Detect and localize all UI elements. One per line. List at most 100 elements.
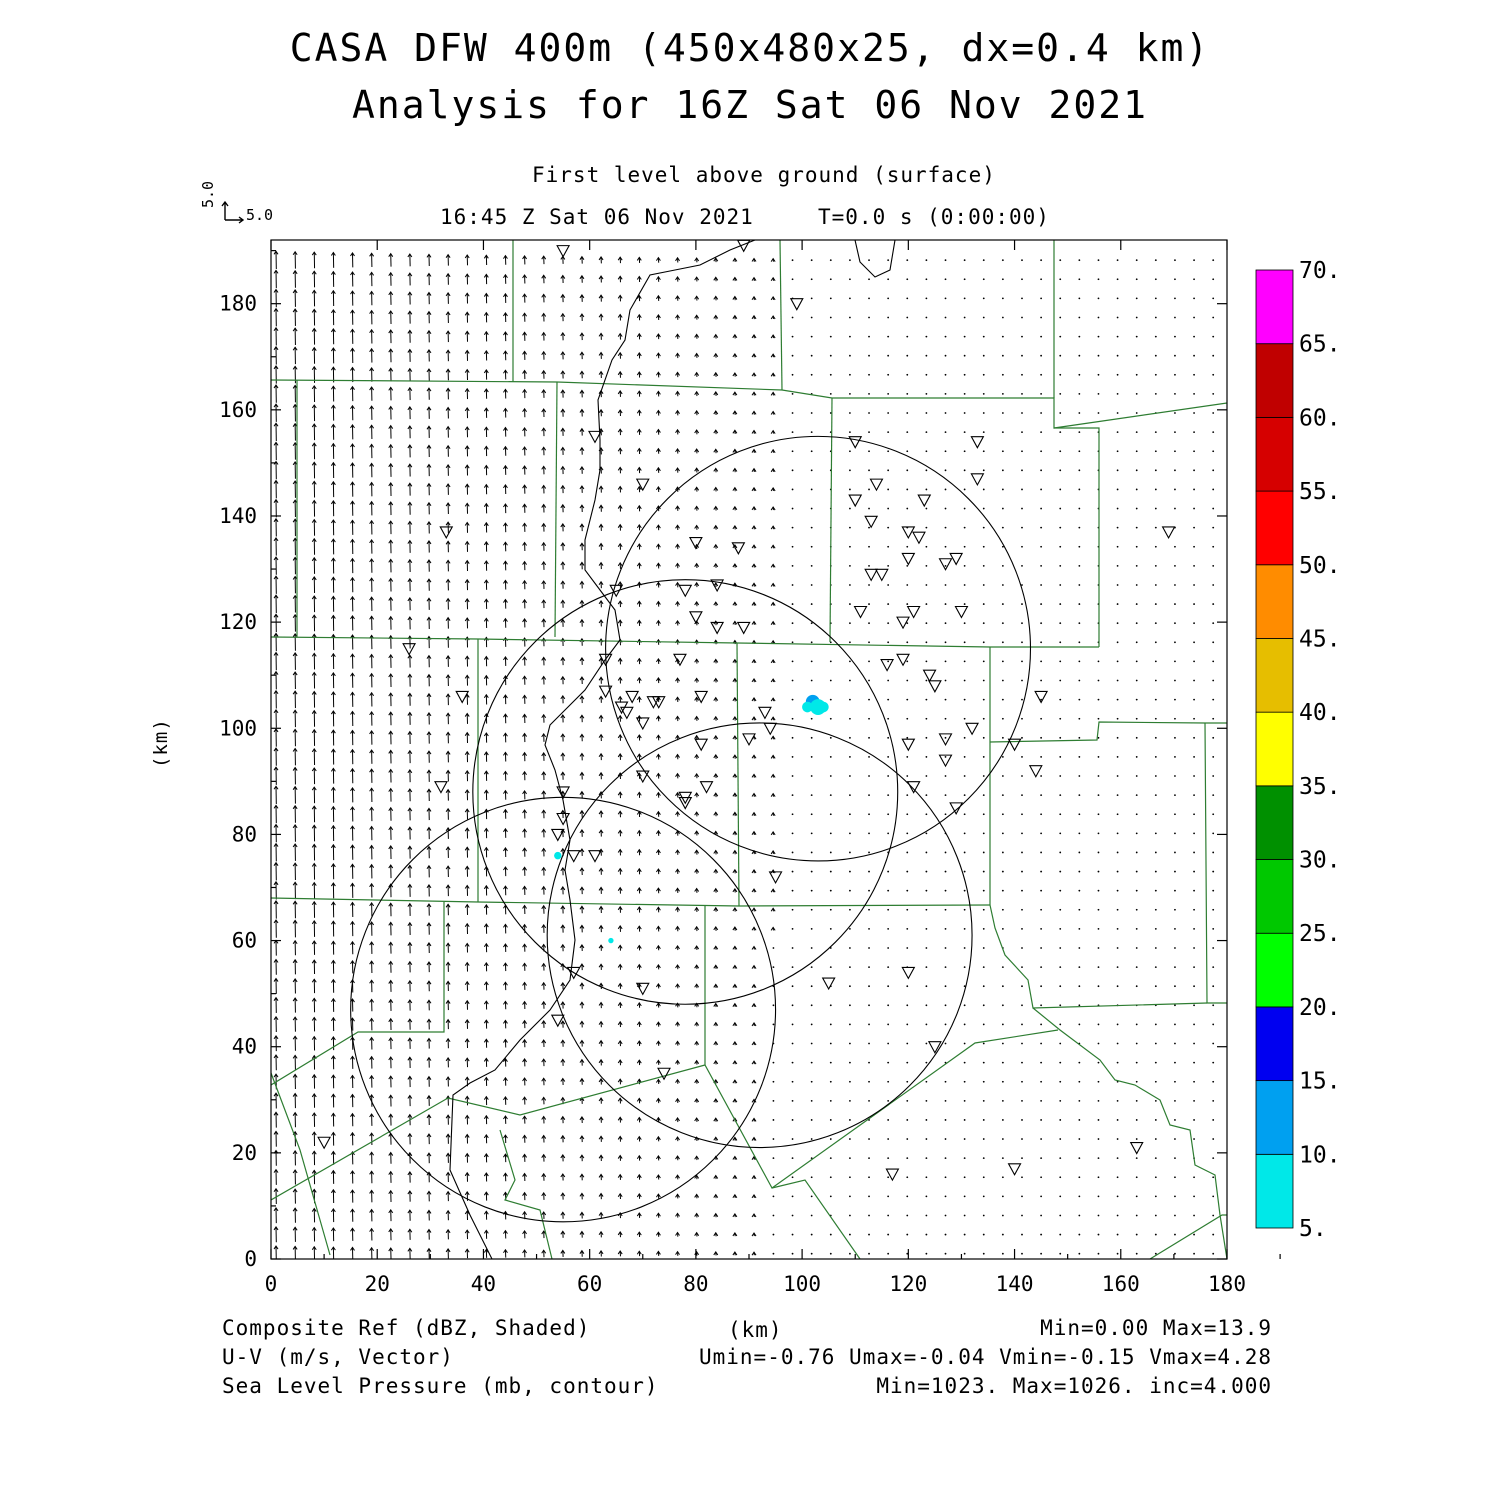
wind-vector [1212, 1119, 1215, 1121]
wind-vector [791, 393, 794, 395]
wind-vector [273, 1226, 279, 1243]
wind-vector [350, 366, 355, 383]
wind-vector [1154, 1138, 1157, 1140]
wind-vector [887, 622, 890, 625]
wind-vector [1135, 259, 1138, 262]
wind-vector [1212, 1042, 1215, 1045]
level-label: First level above ground (surface) [532, 163, 996, 187]
station-triangle-icon [317, 1136, 332, 1150]
wind-vector [617, 523, 623, 531]
wind-vector [694, 295, 700, 301]
wind-vector [925, 316, 928, 319]
wind-vector [944, 717, 947, 720]
wind-vector [330, 576, 336, 593]
wind-vector [598, 1154, 604, 1162]
wind-vector [810, 927, 813, 930]
wind-vector [694, 811, 700, 817]
wind-vector [598, 408, 604, 417]
wind-vector [1040, 1138, 1043, 1140]
wind-vector [445, 731, 451, 744]
wind-vector [713, 945, 719, 950]
wind-vector [388, 424, 394, 439]
wind-vector [541, 1249, 547, 1258]
wind-vector [1154, 354, 1157, 357]
wind-vector [925, 335, 928, 338]
wind-vector [829, 1004, 832, 1007]
wind-vector [982, 354, 985, 357]
wind-vector [636, 1212, 642, 1218]
wind-vector [503, 1095, 508, 1105]
wind-vector [273, 1054, 279, 1071]
wind-vector [388, 864, 394, 879]
wind-vector [426, 310, 432, 324]
wind-vector [829, 1252, 832, 1255]
wind-vector [560, 771, 566, 780]
wind-vector [1097, 851, 1100, 854]
wind-vector [906, 698, 909, 701]
wind-vector [1174, 622, 1176, 625]
wind-vector [732, 1021, 738, 1027]
wind-vector [350, 863, 355, 879]
wind-vector [1059, 354, 1062, 357]
y-tick-label: 20 [232, 1141, 257, 1165]
wind-vector [906, 813, 909, 816]
wind-vector [464, 387, 470, 400]
station-triangle-icon [906, 781, 921, 794]
wind-vector [868, 947, 870, 949]
wind-vector [1040, 966, 1043, 968]
wind-vector [369, 672, 375, 688]
wind-vector [636, 1116, 642, 1123]
wind-vector [732, 563, 738, 568]
wind-vector [868, 966, 870, 968]
wind-vector [791, 431, 794, 434]
wind-vector [522, 503, 527, 513]
wind-vector [560, 542, 566, 551]
wind-vector [311, 614, 317, 632]
wind-vector [503, 483, 508, 495]
wind-vector [868, 1252, 870, 1255]
wind-vector [445, 961, 451, 972]
wind-vector [655, 791, 661, 798]
wind-vector [1135, 584, 1138, 586]
wind-vector [982, 985, 985, 988]
station-triangle-icon [625, 690, 640, 704]
wind-vector [579, 1249, 585, 1257]
wind-vector [311, 919, 317, 937]
wind-vector [330, 1227, 336, 1242]
wind-vector [1174, 1061, 1176, 1064]
wind-vector [369, 1227, 375, 1241]
wind-vector [1078, 488, 1081, 491]
wind-vector [1174, 488, 1176, 491]
wind-vector [675, 983, 680, 989]
wind-vector [694, 1098, 700, 1103]
wind-vector [963, 1004, 966, 1007]
wind-vector [369, 710, 375, 726]
wind-vector [292, 250, 298, 269]
wind-vector [541, 541, 547, 551]
wind-vector [541, 389, 547, 398]
wind-vector [1135, 985, 1138, 988]
wind-vector [273, 479, 279, 499]
wind-vector [655, 963, 661, 970]
wind-vector [1174, 1233, 1176, 1236]
wind-vector [829, 297, 832, 300]
wind-vector [579, 465, 585, 474]
wind-vector [655, 734, 661, 741]
wind-vector [868, 412, 870, 414]
wind-vector [464, 827, 470, 839]
wind-vector [1174, 851, 1176, 854]
wind-vector [483, 884, 489, 896]
wind-vector [388, 367, 394, 382]
wind-vector [388, 443, 394, 458]
station-triangle-icon [1007, 1163, 1022, 1176]
wind-vector [483, 502, 489, 514]
wind-vector [350, 385, 355, 402]
wind-vector [445, 616, 451, 629]
wind-vector [1135, 1119, 1138, 1121]
wind-vector [694, 715, 700, 721]
wind-vector [464, 1114, 470, 1125]
wind-vector [369, 902, 375, 917]
wind-vector [579, 828, 585, 837]
wind-vector [407, 463, 413, 477]
wind-vector [1059, 1099, 1062, 1102]
